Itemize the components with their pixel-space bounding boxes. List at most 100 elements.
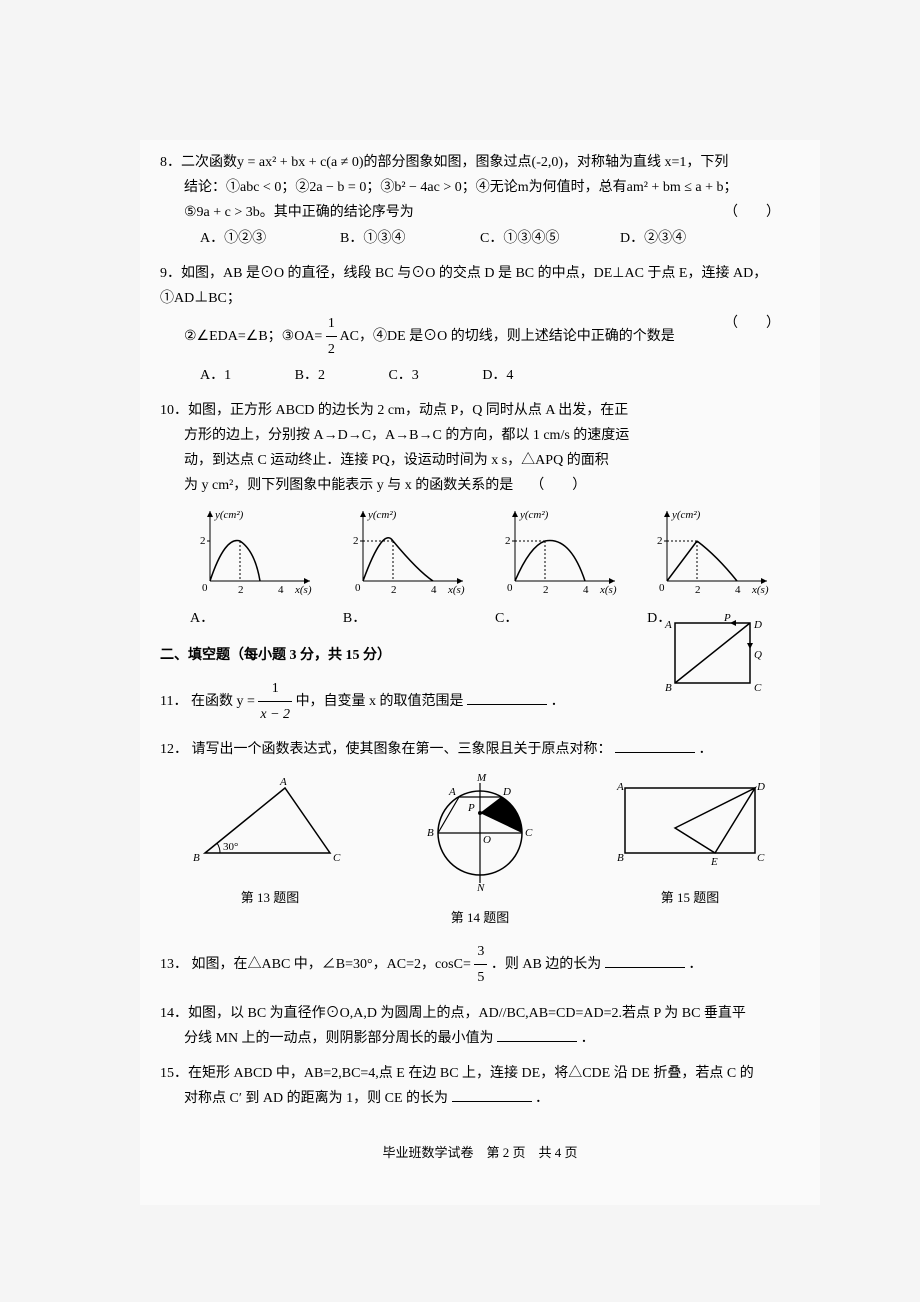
q10-l3: 动，到达点 C 运动终止．连接 PQ，设运动时间为 x s，△APQ 的面积 [160, 448, 800, 473]
x-label: x(s) [751, 584, 769, 596]
label-a: A [448, 786, 456, 798]
opt-d: D．②③④ [620, 226, 720, 251]
ytick: 2 [657, 535, 663, 547]
label-b: B [427, 827, 434, 839]
q12-text: 请写出一个函数表达式，使其图象在第一、三象限且关于原点对称： [192, 742, 612, 757]
square-abcd-figure: A D B C P Q [660, 613, 770, 703]
q8-stem1: 二次函数y = ax² + bx + c(a ≠ 0)的部分图象如图，图象过点(… [181, 155, 728, 170]
angle-30: 30° [223, 841, 238, 853]
page-footer: 毕业班数学试卷 第 2 页 共 4 页 [160, 1141, 800, 1164]
question-13: 13． 如图，在△ABC 中，∠B=30°，AC=2，cosC= 3 5 ．则 … [160, 939, 800, 990]
q9-num: 9． [160, 266, 181, 281]
q8-options: A．①②③ B．①③④ C．①③④⑤ D．②③④ [160, 226, 800, 251]
fraction: 1 x − 2 [258, 676, 292, 727]
q10-l2: 方形的边上，分别按 A→D→C，A→B→C 的方向，都以 1 cm/s 的速度运 [160, 423, 800, 448]
q10-l4: 为 y cm²，则下列图象中能表示 y 与 x 的函数关系的是 [184, 478, 513, 493]
graph-b: y(cm²) x(s) 2 0 2 4 B． [343, 506, 495, 630]
opt-b: B．2 [295, 363, 325, 388]
x-label: x(s) [447, 584, 465, 596]
graph-a: y(cm²) x(s) 2 0 2 4 A． [190, 506, 343, 630]
q10-l1: 如图，正方形 ABCD 的边长为 2 cm，动点 P，Q 同时从点 A 出发，在… [188, 403, 628, 418]
origin: 0 [507, 582, 513, 594]
q9-l2-pre: ②∠EDA=∠B；③OA= [184, 329, 322, 344]
origin: 0 [202, 582, 208, 594]
label-b: B [193, 852, 200, 864]
figure-13: A B C 30° 第 13 题图 [185, 773, 355, 930]
figure-15-caption: 第 15 题图 [605, 886, 775, 909]
q11-num: 11． [160, 694, 187, 709]
fraction: 1 2 [326, 311, 337, 362]
label-d: D [753, 619, 762, 631]
answer-paren: （ ） [724, 200, 780, 225]
q8-stem3-row: ⑤9a + c > 3b。其中正确的结论序号为 （ ） [160, 200, 800, 225]
label-a: A [664, 619, 672, 631]
label-d: D [502, 786, 511, 798]
q15-l1: 15．在矩形 ABCD 中，AB=2,BC=4,点 E 在边 BC 上，连接 D… [160, 1061, 800, 1086]
x-label: x(s) [294, 584, 312, 596]
label-n: N [476, 882, 485, 893]
q9-line2: ②∠EDA=∠B；③OA= 1 2 AC，④DE 是⊙O 的切线，则上述结论中正… [160, 311, 800, 362]
q8-num: 8． [160, 155, 181, 170]
opt-a: A．①②③ [200, 226, 300, 251]
period: ． [581, 1031, 595, 1046]
xt2: 4 [278, 584, 284, 596]
figure-14: M N A D B C O P 第 14 题图 [405, 773, 555, 930]
q13-post: ．则 AB 边的长为 [491, 957, 601, 972]
label-b: B [665, 682, 672, 694]
q9-line1: 9．如图，AB 是⊙O 的直径，线段 BC 与⊙O 的交点 D 是 BC 的中点… [160, 261, 800, 311]
q8-stem3: ⑤9a + c > 3b。其中正确的结论序号为 [184, 205, 414, 220]
question-15: 15．在矩形 ABCD 中，AB=2,BC=4,点 E 在边 BC 上，连接 D… [160, 1061, 800, 1111]
opt-b-label: B． [343, 611, 366, 626]
q9-l1: 如图，AB 是⊙O 的直径，线段 BC 与⊙O 的交点 D 是 BC 的中点，D… [160, 266, 767, 306]
origin: 0 [659, 582, 665, 594]
exam-page: 8．二次函数y = ax² + bx + c(a ≠ 0)的部分图象如图，图象过… [140, 140, 820, 1205]
label-o: O [483, 834, 491, 846]
y-label: y(cm²) [367, 509, 397, 521]
label-d: D [756, 781, 765, 793]
ytick: 2 [505, 535, 511, 547]
q14-num: 14． [160, 1006, 188, 1021]
q9-options: A．1 B．2 C．3 D．4 [160, 363, 800, 388]
xt2: 4 [735, 584, 741, 596]
q15-l2: 对称点 C′ 到 AD 的距离为 1，则 CE 的长为 [184, 1091, 448, 1106]
xt1: 2 [391, 584, 397, 596]
question-8: 8．二次函数y = ax² + bx + c(a ≠ 0)的部分图象如图，图象过… [160, 150, 800, 251]
period: ． [551, 694, 565, 709]
opt-c: C．①③④⑤ [480, 226, 580, 251]
ytick: 2 [353, 535, 359, 547]
answer-blank [497, 1041, 577, 1042]
y-label: y(cm²) [671, 509, 701, 521]
period: ． [699, 742, 713, 757]
answer-blank [452, 1101, 532, 1102]
question-10: 10．如图，正方形 ABCD 的边长为 2 cm，动点 P，Q 同时从点 A 出… [160, 398, 800, 631]
answer-paren: （ ） [523, 473, 586, 498]
q10-num: 10． [160, 403, 188, 418]
q14-l2-row: 分线 MN 上的一动点，则阴影部分周长的最小值为 ． [160, 1026, 800, 1051]
q15-l1-text: 在矩形 ABCD 中，AB=2,BC=4,点 E 在边 BC 上，连接 DE，将… [188, 1066, 754, 1081]
period: ． [535, 1091, 549, 1106]
xt1: 2 [695, 584, 701, 596]
question-9: 9．如图，AB 是⊙O 的直径，线段 BC 与⊙O 的交点 D 是 BC 的中点… [160, 261, 800, 388]
frac-bot: 2 [326, 337, 337, 362]
y-label: y(cm²) [519, 509, 549, 521]
q12-num: 12． [160, 742, 188, 757]
opt-c-label: C． [495, 611, 518, 626]
xt2: 4 [431, 584, 437, 596]
period: ． [688, 957, 702, 972]
label-c: C [754, 682, 762, 694]
answer-blank [605, 967, 685, 968]
opt-b: B．①③④ [340, 226, 440, 251]
label-e: E [710, 856, 718, 868]
figure-15: A D B C E 第 15 题图 [605, 773, 775, 930]
question-12: 12． 请写出一个函数表达式，使其图象在第一、三象限且关于原点对称： ． [160, 737, 800, 762]
answer-blank [467, 704, 547, 705]
q13-num: 13． [160, 957, 188, 972]
opt-c: C．3 [388, 363, 418, 388]
xt1: 2 [238, 584, 244, 596]
opt-a-label: A． [190, 611, 214, 626]
q10-l4-row: 为 y cm²，则下列图象中能表示 y 与 x 的函数关系的是 （ ） [160, 473, 800, 498]
y-label: y(cm²) [214, 509, 244, 521]
opt-a: A．1 [200, 363, 231, 388]
question-14: 14．如图，以 BC 为直径作⊙O,A,D 为圆周上的点，AD//BC,AB=C… [160, 1001, 800, 1051]
q10-line1: 10．如图，正方形 ABCD 的边长为 2 cm，动点 P，Q 同时从点 A 出… [160, 398, 800, 423]
